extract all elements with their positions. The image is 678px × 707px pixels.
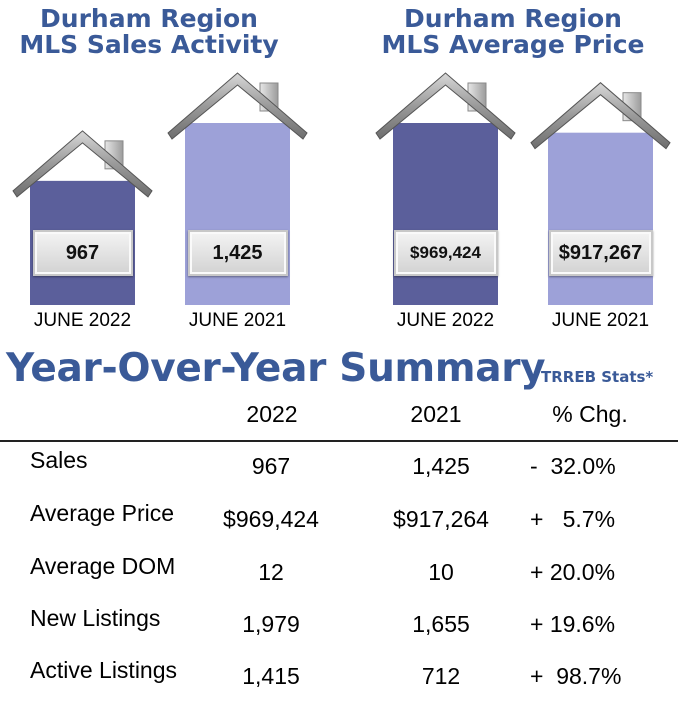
house-bar-charts [12,72,671,305]
cell-2022: 1,979 [242,611,300,637]
house-roof [530,82,671,150]
cell-change: + 20.0% [530,559,616,585]
row-label: Average Price [30,500,175,526]
house-value-label: $917,267 [548,230,653,276]
cell-2022: 1,415 [242,663,300,689]
column-header-2021: 2021 [410,401,462,427]
cell-change: + 19.6% [530,611,616,637]
cell-2021: 1,425 [412,453,470,479]
sales-chart-title-line-2: MLS Sales Activity [19,30,279,59]
cell-2021: 1,655 [412,611,470,637]
sales-chart-title: Durham Region MLS Sales Activity [0,6,299,58]
cell-change: + 98.7% [530,663,622,689]
source-label: TRREB Stats* [541,368,654,386]
house-bar [393,123,498,305]
house-value-label: $969,424 [393,230,498,276]
row-label: Average DOM [30,553,176,579]
price-chart-title-line-1: Durham Region [404,4,622,33]
cell-2021: $917,264 [393,506,489,532]
price-chart-title-line-2: MLS Average Price [381,30,645,59]
house-bar [185,123,290,305]
cell-2022: $969,424 [223,506,319,532]
house-value-label: 1,425 [187,230,288,276]
house-roof [167,72,308,140]
house-roof [12,130,153,198]
sales-chart-title-line-1: Durham Region [40,4,258,33]
table-divider [0,440,678,442]
cell-2021: 712 [421,663,461,689]
price-chart-title: Durham Region MLS Average Price [363,6,663,58]
cell-change: - 32.0% [530,453,616,479]
cell-2022: 12 [258,559,284,585]
cell-2022: 967 [251,453,291,479]
column-header-change: % Chg. [552,401,628,427]
house-roof [375,72,516,140]
house-value-label: 967 [32,230,133,276]
cell-change: + 5.7% [530,506,616,532]
column-header-2022: 2022 [246,401,298,427]
summary-title: Year-Over-Year Summary [6,346,546,391]
house-category-label: JUNE 2022 [33,310,132,331]
house-category-label: JUNE 2021 [551,310,650,331]
house-bar [548,132,653,305]
house-category-label: JUNE 2021 [188,310,287,331]
row-label: Sales [30,447,88,473]
house-category-label: JUNE 2022 [396,310,495,331]
cell-2021: 10 [428,559,454,585]
row-label: New Listings [30,605,161,631]
row-label: Active Listings [30,657,178,683]
